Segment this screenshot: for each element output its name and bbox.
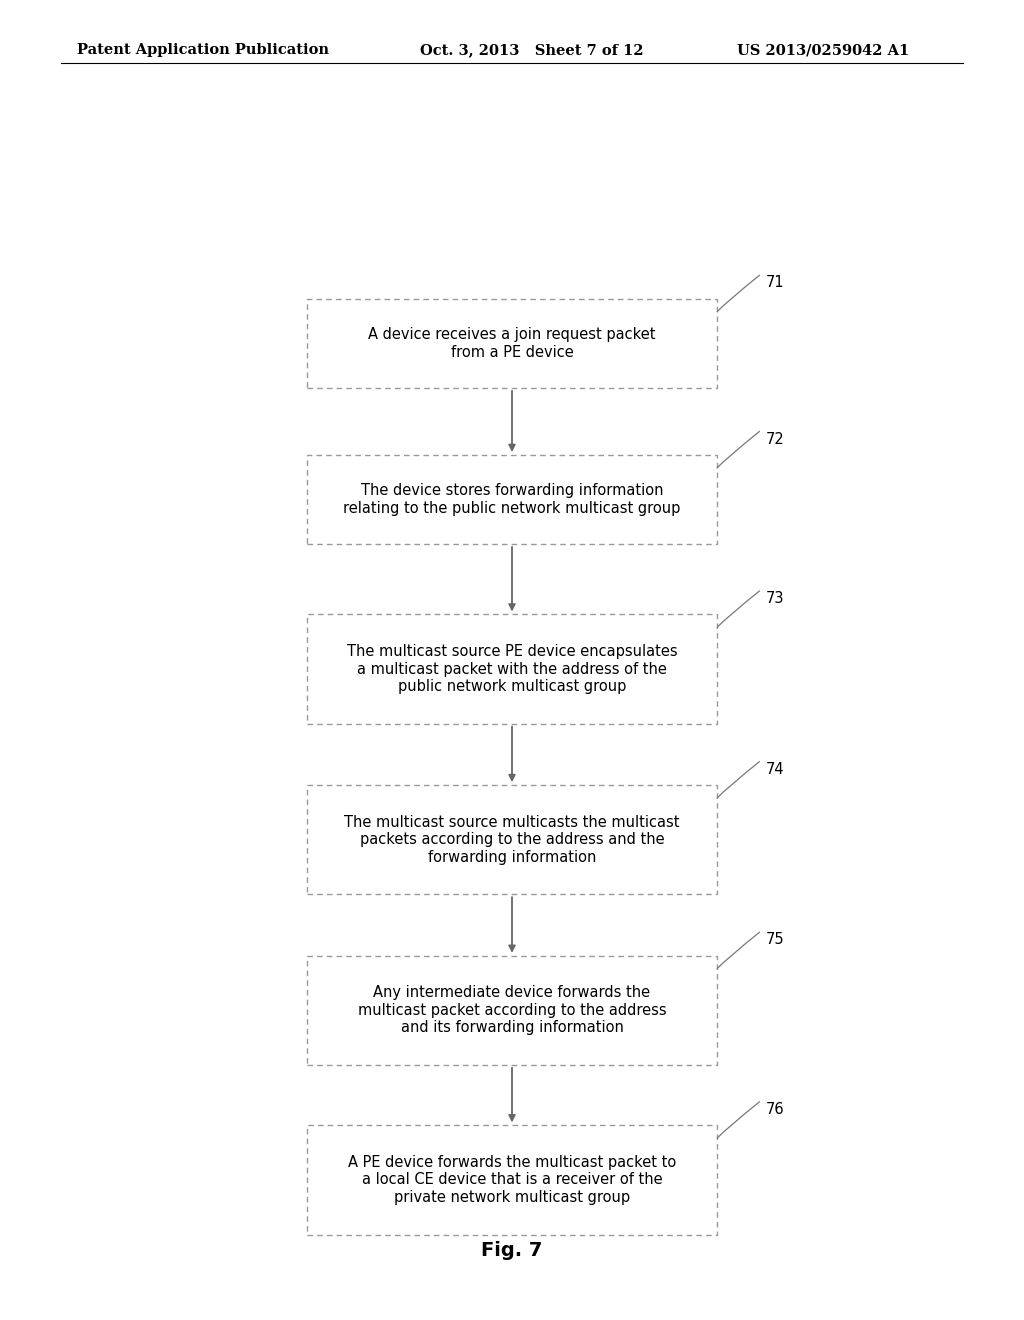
FancyArrowPatch shape bbox=[509, 391, 515, 450]
Text: The device stores forwarding information
relating to the public network multicas: The device stores forwarding information… bbox=[343, 483, 681, 516]
Bar bbox=[307, 614, 717, 723]
FancyArrowPatch shape bbox=[509, 898, 515, 950]
FancyArrowPatch shape bbox=[509, 1068, 515, 1121]
Text: Oct. 3, 2013   Sheet 7 of 12: Oct. 3, 2013 Sheet 7 of 12 bbox=[420, 44, 643, 57]
Bar bbox=[307, 298, 717, 388]
Text: 74: 74 bbox=[766, 762, 784, 776]
Text: Any intermediate device forwards the
multicast packet according to the address
a: Any intermediate device forwards the mul… bbox=[357, 986, 667, 1035]
FancyArrowPatch shape bbox=[509, 546, 515, 610]
Text: 71: 71 bbox=[766, 276, 784, 290]
Bar bbox=[307, 785, 717, 895]
Text: 75: 75 bbox=[766, 932, 784, 948]
Text: The multicast source PE device encapsulates
a multicast packet with the address : The multicast source PE device encapsula… bbox=[347, 644, 677, 694]
Bar bbox=[307, 1125, 717, 1234]
Text: The multicast source multicasts the multicast
packets according to the address a: The multicast source multicasts the mult… bbox=[344, 814, 680, 865]
Text: A PE device forwards the multicast packet to
a local CE device that is a receive: A PE device forwards the multicast packe… bbox=[348, 1155, 676, 1205]
Bar bbox=[307, 956, 717, 1065]
Text: US 2013/0259042 A1: US 2013/0259042 A1 bbox=[737, 44, 909, 57]
Text: 76: 76 bbox=[766, 1102, 784, 1117]
Text: A device receives a join request packet
from a PE device: A device receives a join request packet … bbox=[369, 327, 655, 359]
Bar bbox=[307, 455, 717, 544]
Text: 72: 72 bbox=[766, 432, 784, 446]
FancyArrowPatch shape bbox=[509, 726, 515, 780]
Text: 73: 73 bbox=[766, 591, 784, 606]
Text: Fig. 7: Fig. 7 bbox=[481, 1241, 543, 1259]
Text: Patent Application Publication: Patent Application Publication bbox=[77, 44, 329, 57]
